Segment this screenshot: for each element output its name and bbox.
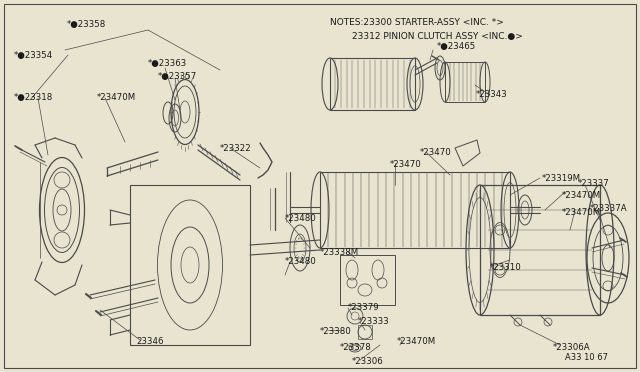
Text: *23322: *23322 [220,144,252,153]
Text: *23306: *23306 [352,357,384,366]
Text: *●23354: *●23354 [14,51,53,60]
Text: *●23363: *●23363 [148,58,188,67]
Text: *23380: *23380 [320,327,352,337]
Bar [358,325,372,339]
Text: *●23318: *●23318 [14,93,53,102]
Text: *23333: *23333 [358,317,390,327]
Bar [445,62,485,102]
Bar [320,172,510,248]
Bar [330,58,415,110]
Text: *23379: *23379 [348,304,380,312]
Text: *23480: *23480 [285,257,317,266]
Text: *●23357: *●23357 [158,71,197,80]
Text: *23343: *23343 [476,90,508,99]
Bar [480,185,600,315]
Text: NOTES:23300 STARTER-ASSY <INC. *>: NOTES:23300 STARTER-ASSY <INC. *> [330,17,504,26]
Text: *23470: *23470 [420,148,452,157]
Text: *23480: *23480 [285,214,317,222]
Text: *●23465: *●23465 [437,42,476,51]
Text: *23306A: *23306A [553,343,591,353]
Text: *23338M: *23338M [320,247,359,257]
Text: *23319M: *23319M [542,173,581,183]
Text: *23470: *23470 [390,160,422,169]
Text: A33 10 67: A33 10 67 [565,353,608,362]
Text: *23470M: *23470M [397,337,436,346]
Text: *23337: *23337 [578,179,610,187]
Text: *23470M: *23470M [97,93,136,102]
Text: *●23358: *●23358 [67,19,106,29]
Text: *23337A: *23337A [590,203,628,212]
Text: 23312 PINION CLUTCH ASSY <INC.●>: 23312 PINION CLUTCH ASSY <INC.●> [352,32,523,41]
Bar [340,255,395,305]
Text: *23470M: *23470M [562,208,601,217]
Text: 23346: 23346 [136,337,163,346]
Text: *23310: *23310 [490,263,522,273]
Text: *23470M: *23470M [562,190,601,199]
Bar [130,185,250,345]
Text: *23378: *23378 [340,343,372,352]
